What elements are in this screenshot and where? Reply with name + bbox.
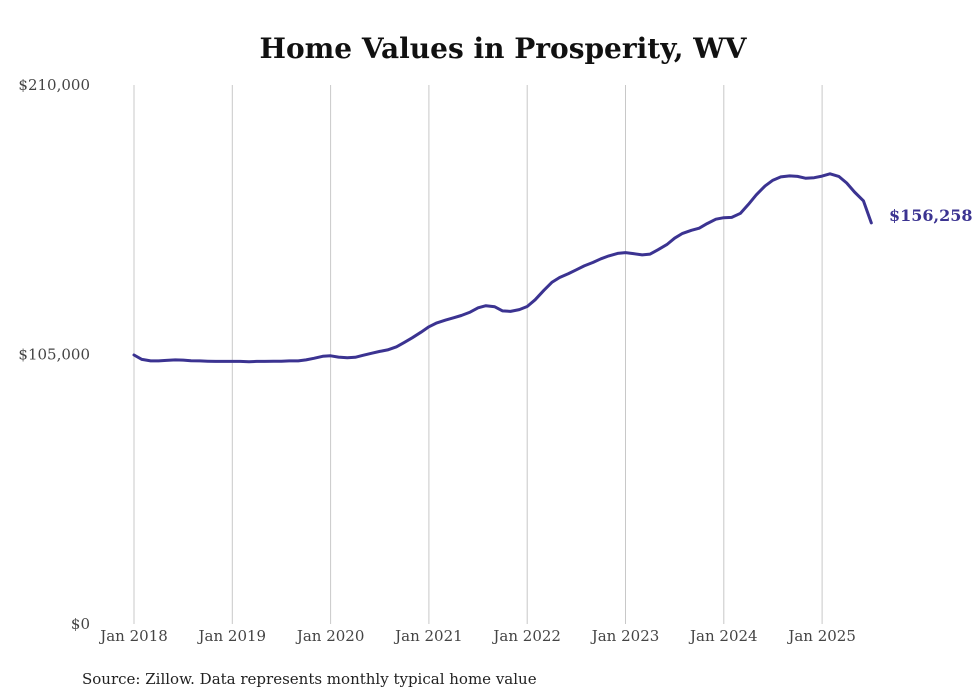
y-tick-label: $105,000 [18, 346, 90, 364]
x-axis-ticks: Jan 2018 Jan 2019 Jan 2020 Jan 2021 Jan 2022… [98, 627, 856, 645]
source-note: Source: Zillow. Data represents monthly … [82, 670, 537, 688]
x-tick-label: Jan 2020 [295, 627, 365, 645]
chart-title: Home Values in Prosperity, WV [260, 32, 748, 65]
series-line-home-value [132, 172, 873, 364]
end-value-label: $156,258 [889, 206, 973, 225]
y-tick-label: $210,000 [18, 76, 90, 94]
x-tick-label: Jan 2023 [590, 627, 660, 645]
x-tick-label: Jan 2025 [786, 627, 856, 645]
y-axis-ticks: $0 $105,000 $210,000 [18, 76, 90, 633]
x-tick-label: Jan 2021 [393, 627, 463, 645]
y-tick-label: $0 [71, 615, 90, 633]
x-tick-label: Jan 2019 [197, 627, 267, 645]
x-tick-label: Jan 2022 [491, 627, 561, 645]
x-tick-label: Jan 2018 [98, 627, 168, 645]
grid-lines [133, 85, 823, 624]
x-tick-label: Jan 2024 [688, 627, 758, 645]
